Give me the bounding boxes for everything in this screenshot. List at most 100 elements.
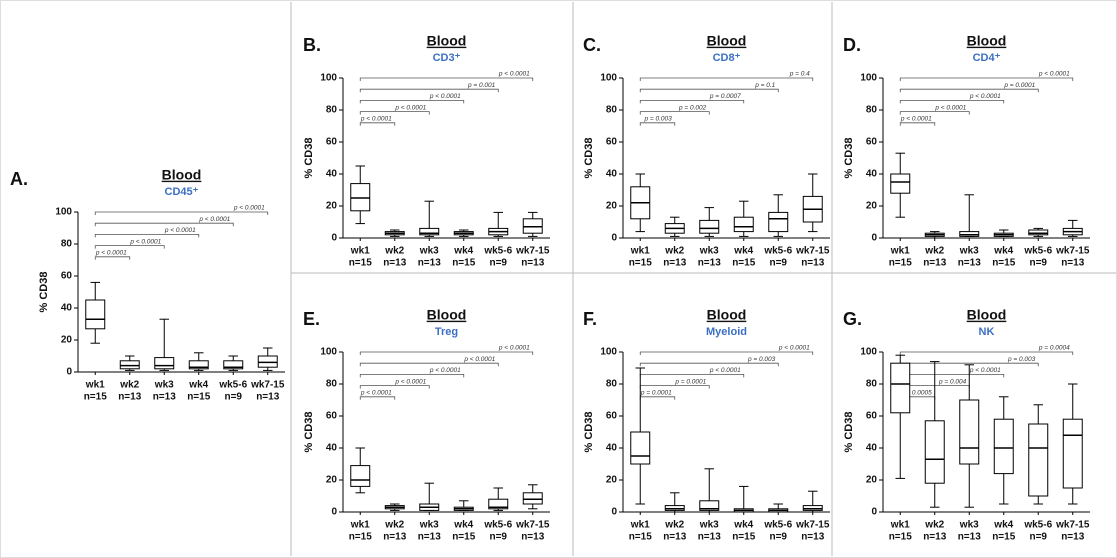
x-tick-label: wk2 (664, 520, 684, 531)
y-tick-label: 20 (866, 475, 878, 486)
y-tick-label: 80 (606, 105, 618, 116)
p-value: p = 0.002 (678, 104, 707, 111)
box (188, 360, 209, 370)
n-label: n=15 (992, 532, 1016, 543)
y-tick-label: 60 (61, 271, 73, 282)
significance-bracket (359, 100, 465, 104)
y-tick-label: 100 (600, 73, 617, 84)
x-tick-label: wk1 (630, 246, 650, 257)
box-group (419, 200, 440, 237)
box-group (768, 194, 789, 237)
box (257, 355, 278, 368)
n-label: n=13 (698, 532, 722, 543)
y-axis-label: % CD38 (843, 412, 855, 453)
p-value: p < 0.0001 (1038, 71, 1070, 78)
x-tick-label: wk2 (119, 380, 139, 391)
p-value: p < 0.0001 (198, 216, 230, 223)
significance-bracket (359, 111, 430, 115)
x-tick-label: wk3 (154, 380, 174, 391)
box-group (1028, 227, 1049, 237)
box-group (488, 487, 509, 511)
p-value: p < 0.0001 (360, 116, 392, 123)
x-tick-label: wk3 (699, 520, 719, 531)
panel-subtitle: Treg (435, 326, 458, 338)
p-value: p = 0.0004 (1038, 345, 1070, 352)
significance-bracket (899, 374, 1005, 378)
y-tick-label: 80 (866, 105, 878, 116)
x-tick-label: wk1 (350, 246, 370, 257)
box-group (699, 207, 720, 237)
significance-bracket (639, 111, 710, 115)
y-axis-label: % CD38 (303, 138, 315, 179)
box-group (993, 229, 1014, 237)
panel-subtitle: CD45⁺ (165, 186, 199, 198)
n-label: n=9 (1029, 258, 1047, 269)
y-tick-label: 80 (61, 239, 73, 250)
significance-bracket (359, 362, 499, 367)
n-label: n=15 (452, 258, 476, 269)
significance-bracket (359, 88, 499, 93)
significance-bracket (639, 385, 710, 389)
p-value: p = 0.4 (789, 71, 810, 78)
p-value: p = 0.003 (747, 356, 776, 363)
x-tick-label: wk2 (384, 520, 404, 531)
n-label: n=13 (418, 532, 442, 543)
y-tick-label: 100 (55, 207, 72, 218)
box-group (959, 194, 980, 237)
box-group (630, 173, 651, 233)
box-group (890, 354, 911, 479)
y-tick-label: 40 (606, 169, 618, 180)
x-tick-label: wk4 (993, 246, 1013, 257)
panel-letter: C. (583, 35, 601, 55)
y-axis-label: % CD38 (583, 412, 595, 453)
y-tick-label: 0 (611, 507, 617, 518)
box (154, 357, 175, 370)
box-group (768, 503, 789, 513)
panel-title: Blood (162, 167, 202, 183)
p-value: p < 0.0001 (164, 227, 196, 234)
box-group (522, 484, 543, 510)
y-axis-label: % CD38 (38, 272, 50, 313)
significance-bracket (359, 351, 534, 355)
p-value: p = 0.1 (754, 82, 775, 89)
box (85, 299, 106, 330)
x-tick-label: wk2 (664, 246, 684, 257)
n-label: n=13 (663, 258, 687, 269)
n-label: n=13 (923, 532, 947, 543)
box (733, 216, 754, 233)
box (890, 362, 911, 414)
x-tick-label: wk2 (924, 246, 944, 257)
p-value: p = 0.0007 (709, 93, 741, 100)
box (630, 431, 651, 465)
box-group (419, 482, 440, 511)
x-tick-label: wk4 (453, 520, 473, 531)
n-label: n=15 (452, 532, 476, 543)
y-tick-label: 20 (326, 201, 338, 212)
box-group (384, 503, 405, 511)
box-group (188, 352, 209, 371)
box-group (733, 485, 754, 513)
x-tick-label: wk5-6 (763, 246, 792, 257)
y-tick-label: 20 (866, 201, 878, 212)
box (119, 360, 140, 370)
x-tick-label: wk7-15 (515, 246, 550, 257)
box-group (664, 216, 685, 237)
x-tick-label: wk5-6 (1023, 520, 1052, 531)
box-group (924, 231, 945, 239)
box (350, 183, 371, 212)
n-label: n=13 (256, 392, 280, 403)
y-tick-label: 100 (320, 73, 337, 84)
x-tick-label: wk7-15 (1055, 520, 1090, 531)
box (699, 500, 720, 511)
n-label: n=13 (118, 392, 142, 403)
y-tick-label: 0 (611, 233, 617, 244)
significance-bracket (94, 222, 234, 227)
y-tick-label: 40 (326, 169, 338, 180)
x-tick-label: wk4 (993, 520, 1013, 531)
y-tick-label: 100 (860, 73, 877, 84)
box-group (257, 347, 278, 371)
significance-bracket (899, 122, 936, 126)
panel-letter: G. (843, 309, 862, 329)
significance-bracket (639, 362, 779, 367)
y-tick-label: 0 (871, 233, 877, 244)
